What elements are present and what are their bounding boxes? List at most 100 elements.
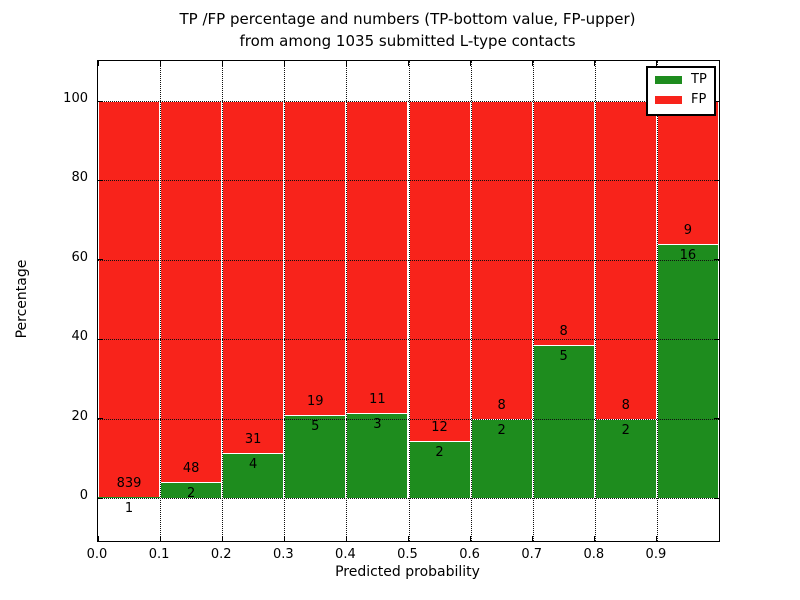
gridline-vertical	[532, 61, 534, 541]
gridline-vertical	[160, 61, 162, 541]
fp-bar-segment	[222, 101, 285, 453]
tp-legend-swatch	[655, 76, 682, 84]
gridline-vertical	[346, 61, 348, 541]
x-tick-label: 0.4	[335, 547, 356, 562]
fp-count-label: 12	[431, 420, 448, 436]
tp-bar-segment	[532, 345, 595, 498]
chart-title-line1: TP /FP percentage and numbers (TP-bottom…	[179, 10, 636, 28]
fp-count-label: 8	[497, 397, 506, 413]
fp-count-label: 839	[116, 476, 142, 492]
fp-legend-swatch	[655, 96, 682, 104]
fp-bar-segment	[160, 101, 223, 483]
tp-count-label: 4	[249, 456, 258, 472]
fp-count-label: 8	[559, 324, 568, 340]
fp-count-label: 11	[369, 391, 386, 407]
fp-count-label: 19	[307, 394, 324, 410]
x-axis-tick	[283, 536, 285, 541]
tp-count-label: 16	[679, 247, 697, 263]
y-axis-tick	[714, 259, 719, 261]
x-tick-label: 0.0	[86, 547, 108, 562]
y-axis-tick	[714, 100, 719, 102]
fp-bar-segment	[346, 101, 409, 413]
x-axis-tick	[221, 536, 223, 541]
x-axis-tick	[159, 61, 161, 66]
y-axis-tick	[98, 497, 103, 499]
plot-area: TP FP 839 1 48 2 31 4 19 5 11 3 12 2 8 2 8 5 8 2 9 16	[97, 60, 720, 542]
x-tick-label: 0.2	[210, 547, 232, 562]
fp-bar-segment	[98, 101, 161, 498]
tp-count-label: 2	[497, 422, 506, 438]
x-axis-tick	[283, 61, 285, 66]
x-axis-tick	[408, 536, 409, 541]
gridline-vertical	[284, 61, 286, 541]
gridline-vertical	[222, 61, 224, 541]
tp-bar-segment	[98, 497, 161, 498]
x-axis-tick	[345, 536, 347, 541]
fp-bar-segment	[284, 101, 347, 416]
x-axis-tick	[594, 536, 596, 541]
tp-count-label: 1	[124, 501, 134, 517]
legend-item-fp: FP	[648, 90, 714, 110]
gridline-vertical	[470, 61, 472, 541]
fp-bar-segment	[408, 101, 471, 442]
chart-title-line2: from among 1035 submitted L-type contact…	[239, 32, 576, 50]
x-tick-label: 0.1	[148, 547, 170, 562]
legend: TP FP	[646, 66, 716, 116]
x-axis-tick	[656, 61, 658, 66]
x-axis-tick	[470, 536, 472, 541]
x-axis-tick	[408, 61, 409, 66]
y-tick-label: 20	[71, 408, 88, 424]
tp-count-label: 5	[311, 419, 320, 435]
y-axis-tick	[98, 418, 103, 420]
x-tick-label: 0.9	[645, 547, 667, 562]
fp-count-label: 48	[182, 461, 200, 477]
x-axis-tick	[470, 61, 472, 66]
gridline-vertical	[656, 61, 658, 541]
y-axis-tick	[98, 100, 103, 102]
y-axis-tick	[98, 259, 103, 261]
x-axis-tick	[532, 536, 534, 541]
legend-item-tp: TP	[648, 70, 714, 90]
x-axis-tick	[221, 61, 223, 66]
x-tick-label: 0.6	[459, 547, 480, 562]
y-tick-label: 0	[79, 488, 88, 503]
y-tick-label: 60	[71, 249, 88, 265]
tp-count-label: 2	[435, 445, 444, 461]
y-tick-label: 100	[63, 91, 88, 106]
x-axis-tick	[532, 61, 534, 66]
x-tick-label: 0.7	[521, 547, 543, 562]
y-axis-tick	[714, 338, 719, 340]
fp-bar-segment	[532, 101, 595, 346]
x-axis-tick	[159, 536, 161, 541]
fp-count-label: 9	[683, 222, 693, 238]
fp-legend-label: FP	[691, 92, 707, 107]
tp-count-label: 5	[559, 349, 568, 365]
tp-count-label: 2	[621, 422, 630, 438]
gridline-vertical	[408, 61, 410, 541]
tp-bar-segment	[656, 243, 719, 498]
x-axis-label: Predicted probability	[335, 564, 480, 580]
y-axis-label: Percentage	[14, 259, 30, 339]
x-axis-tick	[97, 536, 99, 541]
y-tick-label: 80	[71, 170, 88, 186]
x-axis-tick	[594, 61, 596, 66]
x-axis-tick	[345, 61, 347, 66]
x-tick-label: 0.5	[397, 547, 418, 562]
tp-bar-segment	[346, 412, 409, 498]
tp-count-label: 2	[186, 486, 196, 502]
y-axis-tick	[714, 418, 719, 420]
tp-legend-label: TP	[691, 72, 707, 87]
y-axis-tick	[714, 497, 719, 499]
y-axis-tick	[714, 179, 719, 181]
x-tick-label: 0.3	[272, 547, 294, 562]
y-tick-label: 40	[71, 329, 88, 345]
x-axis-tick	[97, 61, 99, 66]
tp-bar-segment	[284, 415, 347, 498]
y-axis-tick	[98, 179, 103, 181]
fp-count-label: 8	[621, 397, 630, 413]
y-axis-tick	[98, 338, 103, 340]
chart-title: TP /FP percentage and numbers (TP-bottom…	[97, 8, 718, 52]
fp-count-label: 31	[244, 431, 262, 447]
x-axis-tick	[656, 536, 658, 541]
